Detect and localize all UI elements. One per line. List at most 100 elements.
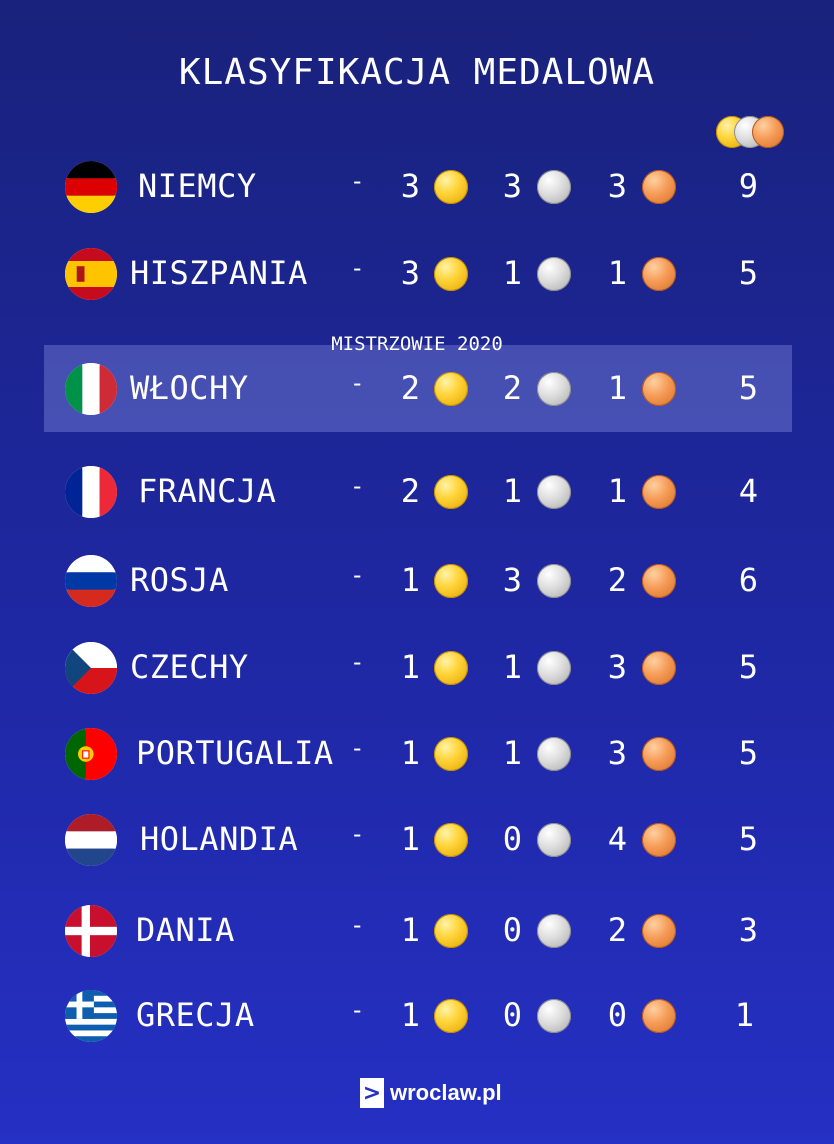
spain-flag-icon	[65, 248, 117, 300]
wroclaw-logo[interactable]: > wroclaw.pl	[360, 1077, 502, 1109]
silver-count: 1	[502, 648, 522, 686]
separator: -	[350, 561, 365, 589]
country-name: CZECHY	[130, 648, 249, 686]
separator: -	[350, 911, 365, 939]
gold-count: 1	[400, 996, 420, 1034]
bronze-count: 2	[607, 911, 627, 949]
table-row: HISZPANIA - 3 1 1 5	[0, 244, 834, 304]
separator: -	[350, 369, 365, 397]
separator: -	[350, 996, 365, 1024]
bronze-medal-icon	[642, 475, 676, 509]
country-name: ROSJA	[130, 561, 229, 599]
bronze-count: 4	[607, 820, 627, 858]
country-name: DANIA	[136, 911, 235, 949]
gold-count: 1	[400, 648, 420, 686]
separator: -	[350, 734, 365, 762]
table-row: DANIA - 1 0 2 3	[0, 901, 834, 961]
gold-medal-icon	[434, 475, 468, 509]
silver-medal-icon	[537, 823, 571, 857]
silver-medal-icon	[537, 257, 571, 291]
bronze-medal-icon	[642, 564, 676, 598]
france-flag-icon	[65, 466, 117, 518]
netherlands-flag-icon	[65, 814, 117, 866]
table-row: NIEMCY - 3 3 3 9	[0, 157, 834, 217]
silver-medal-icon	[537, 651, 571, 685]
gold-medal-icon	[434, 170, 468, 204]
gold-medal-icon	[434, 564, 468, 598]
bronze-medal-icon	[642, 999, 676, 1033]
table-row: FRANCJA - 2 1 1 4	[0, 462, 834, 522]
table-row: PORTUGALIA - 1 1 3 5	[0, 724, 834, 784]
gold-count: 3	[400, 254, 420, 292]
bronze-count: 1	[607, 254, 627, 292]
gold-medal-icon	[434, 372, 468, 406]
table-row: CZECHY - 1 1 3 5	[0, 638, 834, 698]
bronze-medal-icon	[642, 257, 676, 291]
gold-count: 1	[400, 911, 420, 949]
silver-medal-icon	[537, 475, 571, 509]
portugal-flag-icon	[65, 728, 117, 780]
gold-medal-icon	[434, 823, 468, 857]
table-row: HOLANDIA - 1 0 4 5	[0, 810, 834, 870]
country-name: FRANCJA	[138, 472, 277, 510]
separator: -	[350, 167, 365, 195]
logo-text: wroclaw.pl	[390, 1080, 502, 1105]
gold-medal-icon	[434, 257, 468, 291]
total-count: 3	[738, 911, 758, 949]
germany-flag-icon	[65, 161, 117, 213]
gold-count: 1	[400, 820, 420, 858]
silver-count: 3	[502, 167, 522, 205]
country-name: GRECJA	[136, 996, 255, 1034]
table-row: GRECJA - 1 0 0 1	[0, 986, 834, 1046]
bronze-count: 1	[607, 472, 627, 510]
page-title: KLASYFIKACJA MEDALOWA	[178, 52, 656, 93]
total-count: 5	[738, 369, 758, 407]
country-name: NIEMCY	[138, 167, 257, 205]
bronze-medal-icon	[752, 116, 784, 148]
total-count: 9	[738, 167, 758, 205]
gold-medal-icon	[434, 999, 468, 1033]
bronze-count: 2	[607, 561, 627, 599]
silver-count: 1	[502, 254, 522, 292]
table-row: ROSJA - 1 3 2 6	[0, 551, 834, 611]
bronze-medal-icon	[642, 651, 676, 685]
denmark-flag-icon	[65, 905, 117, 957]
silver-medal-icon	[537, 170, 571, 204]
greece-flag-icon	[65, 990, 117, 1042]
country-name: WŁOCHY	[130, 369, 249, 407]
silver-medal-icon	[537, 737, 571, 771]
total-count: 1	[734, 996, 754, 1034]
silver-count: 1	[502, 472, 522, 510]
bronze-count: 0	[607, 996, 627, 1034]
italy-flag-icon	[65, 363, 117, 415]
silver-count: 0	[502, 911, 522, 949]
gold-count: 1	[400, 734, 420, 772]
gold-count: 2	[400, 472, 420, 510]
champions-label: MISTRZOWIE 2020	[331, 333, 503, 355]
total-count: 6	[738, 561, 758, 599]
gold-medal-icon	[434, 651, 468, 685]
bronze-medal-icon	[642, 372, 676, 406]
silver-medal-icon	[537, 564, 571, 598]
separator: -	[350, 648, 365, 676]
total-count: 4	[738, 472, 758, 510]
total-count: 5	[738, 254, 758, 292]
gold-count: 3	[400, 167, 420, 205]
gold-count: 1	[400, 561, 420, 599]
silver-count: 2	[502, 369, 522, 407]
silver-count: 3	[502, 561, 522, 599]
gold-medal-icon	[434, 914, 468, 948]
country-name: HOLANDIA	[140, 820, 299, 858]
silver-medal-icon	[537, 914, 571, 948]
total-count: 5	[738, 734, 758, 772]
silver-count: 0	[502, 996, 522, 1034]
silver-medal-icon	[537, 372, 571, 406]
separator: -	[350, 254, 365, 282]
separator: -	[350, 820, 365, 848]
total-count: 5	[738, 820, 758, 858]
bronze-medal-icon	[642, 737, 676, 771]
bronze-count: 1	[607, 369, 627, 407]
silver-medal-icon	[537, 999, 571, 1033]
medal-set-icon	[716, 116, 788, 150]
russia-flag-icon	[65, 555, 117, 607]
